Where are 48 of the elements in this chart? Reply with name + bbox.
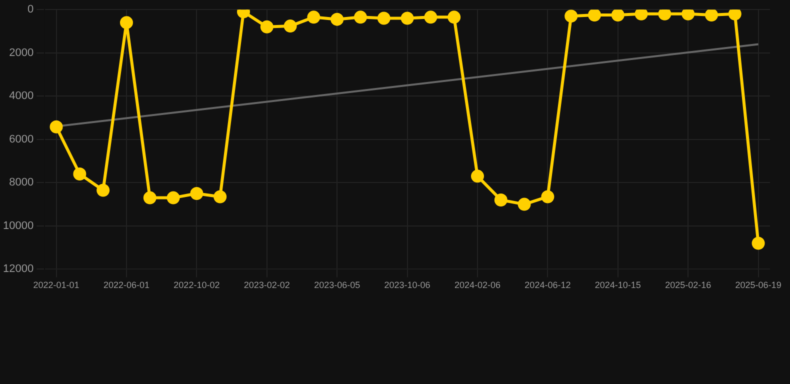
point — [214, 190, 227, 204]
point — [120, 16, 133, 30]
point — [166, 191, 180, 204]
point — [611, 10, 624, 22]
y-tick-label: 10000 — [2, 220, 34, 232]
point — [400, 12, 414, 25]
x-tick-label: 2022-06-01 — [103, 280, 150, 290]
point — [470, 170, 484, 183]
point — [330, 12, 344, 26]
point — [96, 184, 110, 197]
point — [518, 198, 531, 211]
x-tick-label: 2022-01-01 — [33, 280, 80, 290]
point — [284, 20, 297, 33]
y-tick-label: 8000 — [9, 176, 34, 189]
point — [634, 10, 648, 20]
y-tick-label: 6000 — [9, 133, 34, 146]
point — [494, 193, 508, 206]
point — [752, 236, 765, 250]
x-tick-label: 2023-06-05 — [314, 280, 360, 290]
x-tick-label: 2025-02-16 — [665, 280, 712, 290]
point — [50, 120, 63, 134]
x-tick-label: 2023-10-06 — [384, 280, 430, 290]
x-tick-label: 2024-10-15 — [594, 280, 641, 290]
point — [588, 10, 601, 22]
point — [377, 12, 390, 25]
x-tick-label: 2024-06-12 — [524, 280, 571, 290]
point — [424, 10, 438, 24]
point — [541, 190, 554, 204]
point — [73, 168, 86, 181]
y-tick-label: 0 — [27, 4, 34, 16]
point — [260, 20, 274, 34]
y-tick-label: 2000 — [9, 46, 34, 59]
point — [448, 10, 461, 24]
x-tick-label: 2023-02-02 — [244, 280, 290, 290]
x-tick-label: 2024-02-06 — [454, 280, 501, 290]
x-tick-label: 2025-06-19 — [735, 280, 782, 290]
point — [564, 10, 578, 23]
point — [354, 10, 367, 24]
y-tick-label: 12000 — [2, 263, 34, 276]
y-tick-label: 4000 — [9, 90, 34, 102]
point — [307, 10, 320, 24]
point — [728, 10, 742, 20]
x-tick-label: 2022-10-02 — [174, 280, 220, 290]
point — [190, 186, 204, 200]
point — [682, 10, 695, 20]
point — [705, 10, 718, 22]
point — [658, 10, 672, 20]
point — [143, 191, 156, 204]
